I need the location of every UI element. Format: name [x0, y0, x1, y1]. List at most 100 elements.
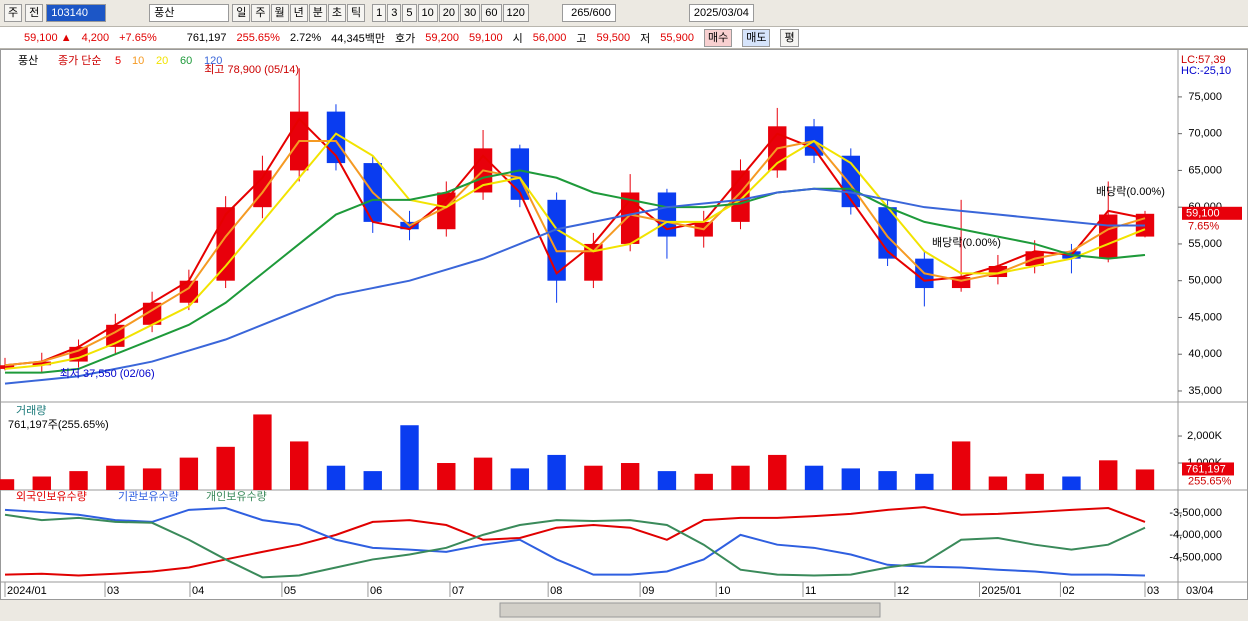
volume-bar: [731, 465, 750, 490]
y-tick-label: 50,000: [1188, 275, 1222, 287]
y-tick-label: 70,000: [1188, 128, 1222, 140]
annotation: 배당락(0.00%): [932, 236, 1001, 249]
volume-bar: [547, 454, 566, 490]
holding-line: [4, 506, 1146, 577]
candle-body: [179, 280, 199, 303]
moving-average: [4, 132, 1146, 370]
period-button[interactable]: 분: [308, 4, 327, 22]
volume-bar: [584, 465, 603, 490]
y-tick-label: -4,500,000: [1169, 552, 1222, 564]
annotation: 최저 37,550 (02/06): [60, 367, 155, 380]
volume-bar: [142, 468, 162, 490]
holding-line: [4, 507, 1146, 577]
count[interactable]: 265/600: [561, 4, 616, 22]
ask: 59,200: [425, 31, 459, 44]
low-label: 저: [640, 32, 651, 45]
legend-entry: 60: [180, 55, 192, 67]
volume-bar: [400, 425, 419, 490]
avg[interactable]: 평: [780, 28, 799, 47]
candle-body: [1099, 214, 1118, 259]
period-button[interactable]: 년: [289, 4, 308, 22]
x-tick-label: 03: [1147, 585, 1159, 597]
minute-button[interactable]: 20: [438, 4, 459, 22]
volume-bar: [437, 463, 456, 490]
market[interactable]: 주: [4, 4, 23, 22]
last-volume-box: [1182, 462, 1234, 476]
volume-bar: [988, 476, 1008, 490]
minute-button[interactable]: 120: [502, 4, 529, 22]
volume-bar: [1099, 460, 1118, 490]
volume-bar: [804, 465, 824, 490]
high: 59,500: [596, 31, 631, 44]
period-button[interactable]: 월: [270, 4, 289, 22]
period-button[interactable]: 초: [327, 4, 346, 22]
minute-button[interactable]: 3: [387, 4, 402, 22]
volume-bar: [768, 454, 787, 490]
minute-button[interactable]: 5: [402, 4, 417, 22]
volume-bar: [363, 471, 382, 490]
open-label: 시: [512, 32, 523, 45]
candle-body: [584, 243, 603, 281]
x-tick-label: 2024/01: [7, 585, 47, 597]
x-tick-label: 06: [370, 585, 382, 597]
volume-bar: [290, 441, 309, 490]
volume-bar: [915, 473, 934, 490]
volume-bar: [473, 457, 493, 490]
turnover: 2.72%: [289, 31, 322, 44]
minute-button[interactable]: 10: [417, 4, 438, 22]
change: 4,200: [81, 31, 110, 44]
buy[interactable]: 매수: [703, 28, 733, 47]
ma-label: 종가 단순: [58, 54, 102, 67]
stock-name[interactable]: 풍산: [149, 4, 230, 22]
price: 59,100 ▲: [24, 31, 72, 44]
legend-entry: 120: [204, 55, 222, 67]
moving-average: [5, 169, 1146, 374]
annotation: 최고 78,900 (05/14): [204, 63, 299, 76]
period-button[interactable]: 일: [232, 4, 251, 22]
minute-button[interactable]: 30: [460, 4, 481, 22]
y-tick-label: 45,000: [1188, 311, 1222, 323]
last-price: 59,100: [1186, 208, 1220, 220]
minute-button[interactable]: 60: [481, 4, 502, 22]
volume: 761,197: [186, 31, 227, 44]
bid: 59,100: [468, 31, 503, 44]
candle-body: [988, 265, 1008, 278]
legend-entry: 20: [156, 55, 168, 67]
legend-entry: 기관보유수량: [118, 490, 179, 503]
chart-frame: [0, 49, 1248, 600]
y-tick-label: 55,000: [1188, 238, 1222, 250]
volume-bar: [253, 414, 272, 490]
panel-title: 거래량: [16, 404, 46, 417]
lc-label: LC:57,39: [1181, 54, 1226, 66]
annotation: 배당락(0.00%): [1096, 185, 1165, 198]
volume-ratio: 255.65%: [236, 31, 280, 44]
date[interactable]: 2025/03/04: [688, 4, 754, 22]
x-tick-label: 05: [284, 585, 296, 597]
volume-bar: [878, 471, 897, 490]
candle-body: [951, 277, 971, 289]
period-button[interactable]: 틱: [347, 4, 366, 22]
candle-body: [547, 199, 566, 281]
volume-bar: [951, 441, 971, 490]
holding-line: [4, 513, 1146, 579]
moving-average: [4, 117, 1146, 367]
last-volume: 761,197: [1186, 463, 1226, 475]
code[interactable]: 103140: [46, 4, 107, 22]
volume-bar: [510, 468, 530, 490]
last-volume-rate: 255.65%: [1188, 475, 1232, 487]
candle-body: [32, 361, 51, 366]
legend-entry: 10: [132, 55, 144, 67]
sell[interactable]: 매도: [742, 28, 771, 47]
volume-bar: [326, 465, 346, 490]
volume-bar: [69, 471, 88, 490]
candle-body: [0, 365, 15, 369]
period-button[interactable]: 주: [251, 4, 270, 22]
volume-bar: [179, 457, 199, 490]
scroll-thumb[interactable]: [499, 602, 881, 618]
minute-button[interactable]: 1: [372, 4, 387, 22]
quote-bar: 59,100 ▲ 4,200 +7.65% 761,197 255.65% 2.…: [0, 27, 1248, 49]
prev[interactable]: 전: [25, 4, 44, 22]
x-tick-label: 03: [107, 585, 119, 597]
x-tick-label: 04: [192, 585, 204, 597]
